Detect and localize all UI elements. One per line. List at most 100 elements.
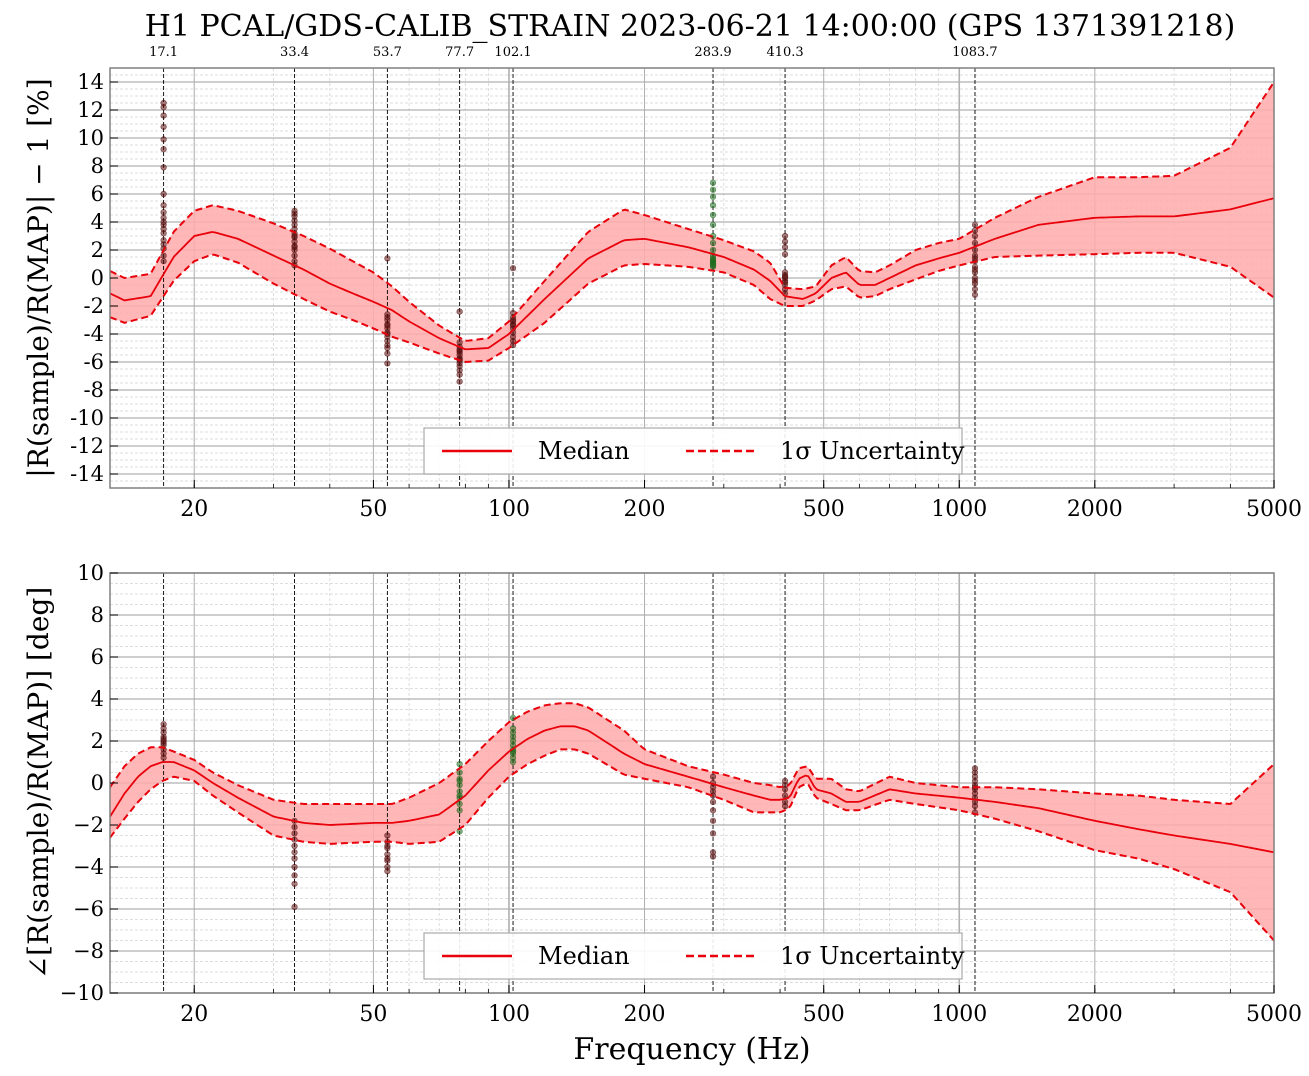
lower-uncertainty-line <box>110 748 1274 942</box>
uncertainty-band <box>110 82 1274 362</box>
lower-uncertainty-line <box>110 251 1274 363</box>
x-tick-label: 2000 <box>1067 1002 1123 1027</box>
calibration-line-label: 102.1 <box>494 45 531 60</box>
y-tick-label: −2 <box>73 813 104 837</box>
sample-point <box>384 344 391 352</box>
sample-point <box>709 193 717 200</box>
sample-point <box>291 244 298 251</box>
sample-point <box>384 842 391 850</box>
sample-point <box>456 800 463 808</box>
calibration-line-label: 283.9 <box>694 45 731 60</box>
y-tick-label: -10 <box>70 406 104 430</box>
sample-point <box>160 754 167 761</box>
y-tick-label: -14 <box>70 462 104 486</box>
calibration-line-label: 410.3 <box>766 45 803 60</box>
x-tick-label: 100 <box>488 497 530 522</box>
sample-point <box>971 286 979 293</box>
sample-point <box>709 246 717 254</box>
sample-point <box>456 792 463 799</box>
x-tick-label: 20 <box>180 1002 208 1027</box>
sample-point <box>291 232 298 240</box>
sample-point <box>384 832 391 839</box>
x-tick-label: 500 <box>803 1002 845 1027</box>
legend: Median 1σ Uncertainty <box>423 932 965 980</box>
calibration-line-label: 1083.7 <box>952 45 998 60</box>
legend-median-label: Median <box>538 942 630 970</box>
sample-point <box>971 255 979 262</box>
sample-point <box>971 266 979 273</box>
sample-point <box>291 823 298 831</box>
sample-point <box>291 252 298 259</box>
sample-point <box>160 209 167 216</box>
sample-point <box>509 265 517 272</box>
sample-point <box>709 773 717 780</box>
axis: 20 50 100 200 500 1000 2000 500014121086420-2-4… <box>22 70 1302 522</box>
sample-point <box>291 872 298 879</box>
axis: 20 50 100 200 500 1000 2000 50001086420−2−4−6−8… <box>22 561 1302 1067</box>
upper-uncertainty-line <box>110 81 1274 342</box>
sample-point <box>781 786 789 793</box>
sample-point <box>160 252 167 259</box>
y-tick-label: −10 <box>60 981 104 1005</box>
sample-point <box>160 123 167 130</box>
y-tick-label: 2 <box>91 729 104 753</box>
sample-point <box>160 258 167 265</box>
x-tick-label: 50 <box>359 1002 387 1027</box>
sample-point <box>160 225 167 233</box>
x-tick-label: 1000 <box>931 497 987 522</box>
sample-point <box>456 760 463 768</box>
sample-point <box>709 807 717 814</box>
sample-point <box>709 798 717 806</box>
y-tick-label: 6 <box>91 182 104 206</box>
y-tick-label: 12 <box>77 98 104 122</box>
y-tick-label: 4 <box>91 687 104 711</box>
sample-point <box>709 817 717 824</box>
y-tick-label: 10 <box>77 126 104 150</box>
x-tick-label: 2000 <box>1067 497 1123 522</box>
sample-point <box>291 842 298 850</box>
sample-point <box>709 853 717 860</box>
sample-point <box>384 855 391 862</box>
sample-point <box>160 164 167 171</box>
sample-point <box>709 221 717 228</box>
sample-point <box>384 868 391 875</box>
x-tick-label: 20 <box>180 497 208 522</box>
sample-point <box>160 136 167 143</box>
sample-point <box>971 291 979 298</box>
x-tick-label: 500 <box>803 497 845 522</box>
sample-point <box>971 277 979 284</box>
x-tick-label: 5000 <box>1246 497 1302 522</box>
sample-point <box>781 251 789 258</box>
x-tick-label: 5000 <box>1246 1002 1302 1027</box>
sample-point <box>384 350 391 357</box>
x-tick-label: 50 <box>359 497 387 522</box>
y-tick-label: 8 <box>91 603 104 627</box>
y-tick-label: -4 <box>84 322 104 346</box>
sample-point <box>456 347 463 354</box>
sample-point <box>709 830 717 837</box>
y-tick-label: −4 <box>73 855 104 879</box>
sample-point <box>160 202 167 209</box>
magnitude-panel: 20 50 100 200 500 1000 2000 500014121086420-2-4… <box>22 67 1302 522</box>
sample-point <box>160 218 167 226</box>
legend-uncertainty-label: 1σ Uncertainty <box>780 437 965 465</box>
sample-point <box>456 378 463 385</box>
sample-point <box>709 256 717 263</box>
y-tick-label: 6 <box>91 645 104 669</box>
sample-point <box>781 244 789 251</box>
sample-point <box>971 232 979 240</box>
sample-point <box>781 273 789 280</box>
y-tick-label: 8 <box>91 154 104 178</box>
x-axis-label: Frequency (Hz) <box>573 1032 810 1067</box>
sample-point <box>781 238 789 245</box>
plot-content <box>110 68 1274 488</box>
sample-point <box>160 112 167 119</box>
sample-point <box>971 802 979 810</box>
y-tick-label: -12 <box>70 434 104 458</box>
sample-point <box>781 232 789 240</box>
sample-point <box>509 342 517 349</box>
x-tick-label: 200 <box>624 497 666 522</box>
sample-point <box>291 830 298 837</box>
y-tick-label: -2 <box>84 294 104 318</box>
sample-point <box>291 855 298 862</box>
